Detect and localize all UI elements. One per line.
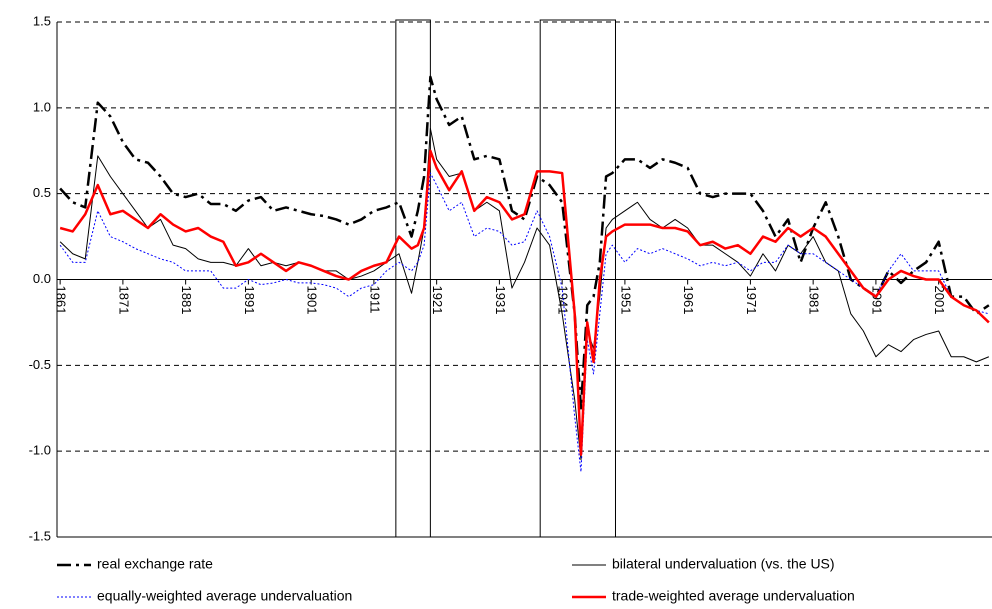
x-tick-label: 1861: [54, 286, 69, 315]
y-tick-label: 0.0: [33, 271, 51, 286]
x-tick-label: 2001: [932, 286, 947, 315]
legend-label: trade-weighted average undervaluation: [612, 588, 855, 604]
x-tick-label: 1871: [116, 286, 131, 315]
x-tick-label: 1881: [179, 286, 194, 315]
x-tick-label: 1991: [869, 286, 884, 315]
x-tick-label: 1901: [305, 286, 320, 315]
legend-label: real exchange rate: [97, 556, 213, 572]
legend-label: bilateral undervaluation (vs. the US): [612, 556, 835, 572]
x-tick-label: 1971: [744, 286, 759, 315]
y-tick-label: -1.5: [29, 528, 51, 543]
highlight-box: [395, 19, 431, 538]
x-tick-label: 1951: [618, 286, 633, 315]
x-tick-label: 1921: [430, 286, 445, 315]
legend-label: equally-weighted average undervaluation: [97, 588, 352, 604]
x-tick-label: 1931: [493, 286, 508, 315]
x-tick-label: 1891: [242, 286, 257, 315]
x-tick-label: 1981: [807, 286, 822, 315]
y-tick-label: -1.0: [29, 443, 51, 458]
y-tick-label: 1.0: [33, 99, 51, 114]
y-tick-label: 1.5: [33, 13, 51, 28]
y-tick-label: 0.5: [33, 185, 51, 200]
series-line: [59, 172, 989, 473]
y-tick-label: -0.5: [29, 357, 51, 372]
series-line: [59, 75, 990, 410]
x-tick-label: 1911: [367, 286, 382, 314]
series-line: [59, 127, 990, 461]
highlight-box: [539, 19, 616, 538]
x-tick-label: 1961: [681, 286, 696, 315]
series-line: [59, 149, 990, 456]
